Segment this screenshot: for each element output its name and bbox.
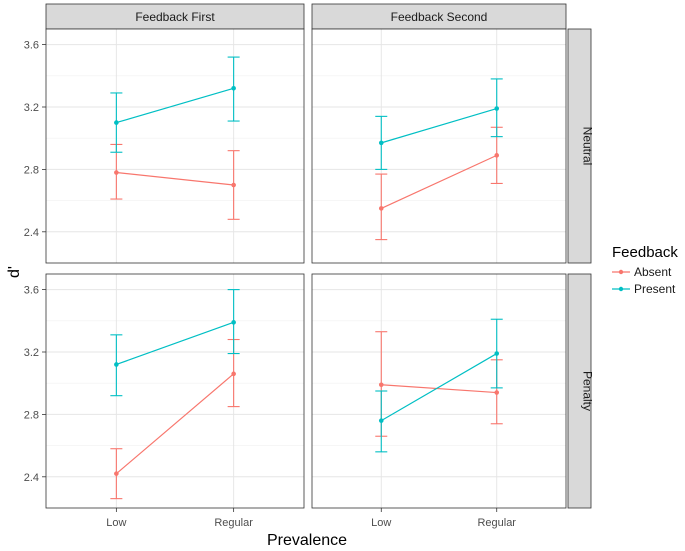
data-point: [378, 140, 384, 146]
facet-grid: Feedback First Feedback Second Neutral Pena…: [24, 3, 595, 529]
data-point: [231, 320, 236, 325]
data-point: [114, 471, 119, 476]
panel-background: [312, 29, 566, 263]
data-point: [378, 418, 384, 423]
data-point: [494, 351, 500, 356]
series-present: [375, 318, 503, 453]
series-present: [110, 289, 240, 397]
facet-strip-label: Feedback First: [135, 10, 215, 24]
data-point: [378, 382, 384, 388]
series-line: [116, 321, 234, 366]
data-point: [494, 153, 500, 158]
y-tick-label: 3.6: [24, 40, 39, 52]
series-line: [380, 353, 498, 422]
y-tick-label: 2.4: [24, 472, 39, 484]
facet-strip-row-0: [567, 28, 592, 264]
panel-background: [46, 274, 304, 508]
legend-label-present: Present: [634, 282, 676, 296]
legend-key-absent: Absent: [612, 265, 672, 279]
x-axis-title: Prevalence: [267, 532, 347, 549]
panel-border: [311, 28, 567, 264]
panel-border: [45, 28, 305, 264]
series-line: [115, 373, 235, 475]
series-line: [381, 154, 497, 209]
data-point: [494, 390, 500, 395]
data-point: [114, 170, 119, 175]
y-tick-label: 3.6: [24, 285, 39, 297]
x-tick-label: Low: [371, 517, 391, 529]
series-line: [381, 384, 497, 394]
facet-strip-label: Neutral: [581, 127, 595, 166]
panel-background: [312, 274, 566, 508]
facet-strip-label: Feedback Second: [391, 10, 488, 24]
facet-strip-col-0: [45, 3, 305, 30]
y-tick-label: 2.8: [24, 409, 39, 421]
series-present: [110, 56, 240, 153]
facet-strip-col-1: [311, 3, 567, 30]
data-point: [231, 371, 236, 377]
panel-border: [45, 273, 305, 509]
x-tick-label: Low: [106, 517, 126, 529]
x-tick-label: Regular: [214, 517, 253, 529]
facet-strip-label: Penalty: [581, 371, 595, 411]
data-point: [494, 106, 500, 111]
series-absent: [375, 126, 503, 241]
panel-background: [46, 29, 304, 263]
y-tick-label: 3.2: [24, 102, 39, 114]
y-tick-label: 3.2: [24, 347, 39, 359]
y-axis-title: d': [6, 266, 23, 278]
legend-label-absent: Absent: [634, 265, 672, 279]
legend-title: Feedback: [612, 244, 678, 261]
data-point: [231, 182, 236, 188]
facet-panel-1: [311, 28, 567, 264]
series-line: [116, 87, 234, 124]
series-line: [381, 107, 497, 144]
x-tick-label: Regular: [477, 517, 516, 529]
facet-panel-2: [45, 273, 305, 509]
series-line: [116, 171, 234, 186]
facet-panel-3: [311, 273, 567, 509]
data-point: [378, 206, 384, 211]
data-point: [114, 120, 119, 125]
facet-panel-0: [45, 28, 305, 264]
facet-strip-row-1: [567, 273, 592, 509]
data-point: [231, 85, 236, 91]
y-tick-label: 2.4: [24, 227, 39, 239]
legend-key-present: Present: [612, 282, 676, 296]
panel-border: [311, 273, 567, 509]
data-point: [114, 362, 119, 367]
series-absent: [110, 143, 240, 220]
series-present: [375, 78, 503, 170]
legend: Feedback Absent Present: [612, 244, 678, 296]
y-tick-label: 2.8: [24, 164, 39, 176]
